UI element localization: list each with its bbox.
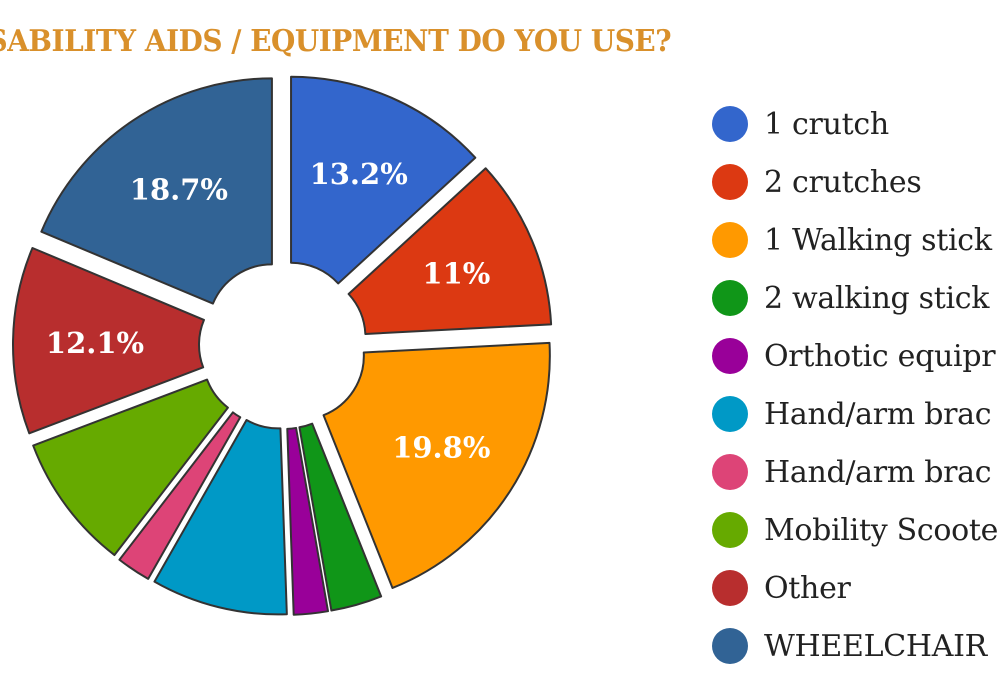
legend-item[interactable]: Hand/arm brac <box>712 388 1004 446</box>
legend-swatch <box>712 338 748 374</box>
chart-title: AT DISABILITY AIDS / EQUIPMENT DO YOU US… <box>0 24 672 59</box>
legend-label: Orthotic equipr <box>764 338 996 374</box>
legend-swatch <box>712 396 748 432</box>
legend-item[interactable]: WHEELCHAIR <box>712 620 1004 678</box>
legend-label: 2 walking stick <box>764 280 990 316</box>
slice-data-label: 11% <box>422 256 490 290</box>
legend-label: Hand/arm brac <box>764 454 992 490</box>
legend-swatch <box>712 570 748 606</box>
pie-slice[interactable] <box>290 75 477 285</box>
pie-slice[interactable] <box>118 411 242 580</box>
slice-data-label: 12.1% <box>46 326 144 360</box>
pie-slice[interactable] <box>347 167 553 335</box>
pie-slice[interactable] <box>322 341 551 589</box>
legend-item[interactable]: 1 crutch <box>712 98 1004 156</box>
pie-slice[interactable] <box>12 246 205 435</box>
legend-label: 2 crutches <box>764 164 922 200</box>
pie-slice[interactable] <box>32 378 229 557</box>
legend-swatch <box>712 106 748 142</box>
legend-item[interactable]: 2 crutches <box>712 156 1004 214</box>
legend-swatch <box>712 628 748 664</box>
legend-item[interactable]: 2 walking stick <box>712 272 1004 330</box>
pie-slice[interactable] <box>286 426 330 616</box>
legend-item[interactable]: Mobility Scoote <box>712 504 1004 562</box>
pie-slice[interactable] <box>153 419 288 616</box>
pie-slice[interactable] <box>40 77 273 305</box>
legend-swatch <box>712 512 748 548</box>
slice-data-label: 13.2% <box>310 157 408 191</box>
legend-swatch <box>712 222 748 258</box>
legend-label: 1 Walking stick <box>764 222 992 258</box>
legend-label: 1 crutch <box>764 106 889 142</box>
legend-label: Other <box>764 570 851 606</box>
slice-data-label: 18.7% <box>130 172 228 206</box>
legend-swatch <box>712 280 748 316</box>
legend-item[interactable]: 1 Walking stick <box>712 214 1004 272</box>
legend-swatch <box>712 164 748 200</box>
pie-slice[interactable] <box>298 422 383 612</box>
legend-swatch <box>712 454 748 490</box>
legend-label: Hand/arm brac <box>764 396 992 432</box>
legend-item[interactable]: Other <box>712 562 1004 620</box>
chart-legend: 1 crutch 2 crutches 1 Walking stick 2 walki… <box>712 98 1004 678</box>
legend-item[interactable]: Hand/arm brac <box>712 446 1004 504</box>
legend-label: WHEELCHAIR <box>764 628 987 664</box>
slice-data-label: 19.8% <box>392 430 490 464</box>
legend-item[interactable]: Orthotic equipr <box>712 330 1004 388</box>
legend-label: Mobility Scoote <box>764 512 999 548</box>
